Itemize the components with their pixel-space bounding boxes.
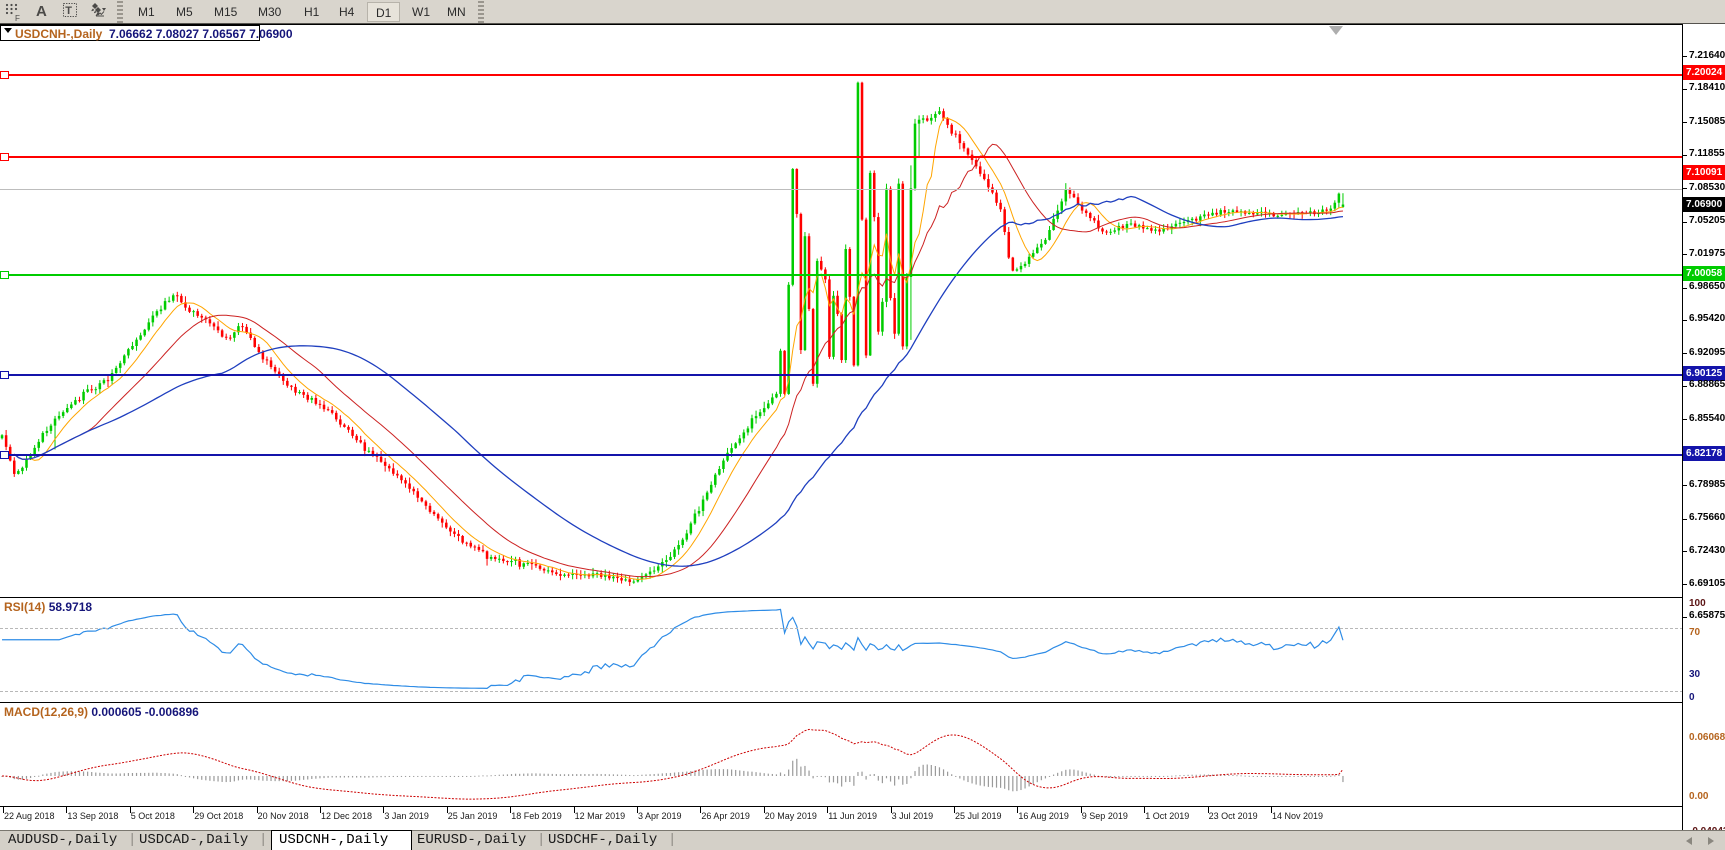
- svg-text:F: F: [15, 14, 20, 22]
- svg-text:T: T: [65, 5, 72, 17]
- svg-text:A: A: [36, 3, 47, 20]
